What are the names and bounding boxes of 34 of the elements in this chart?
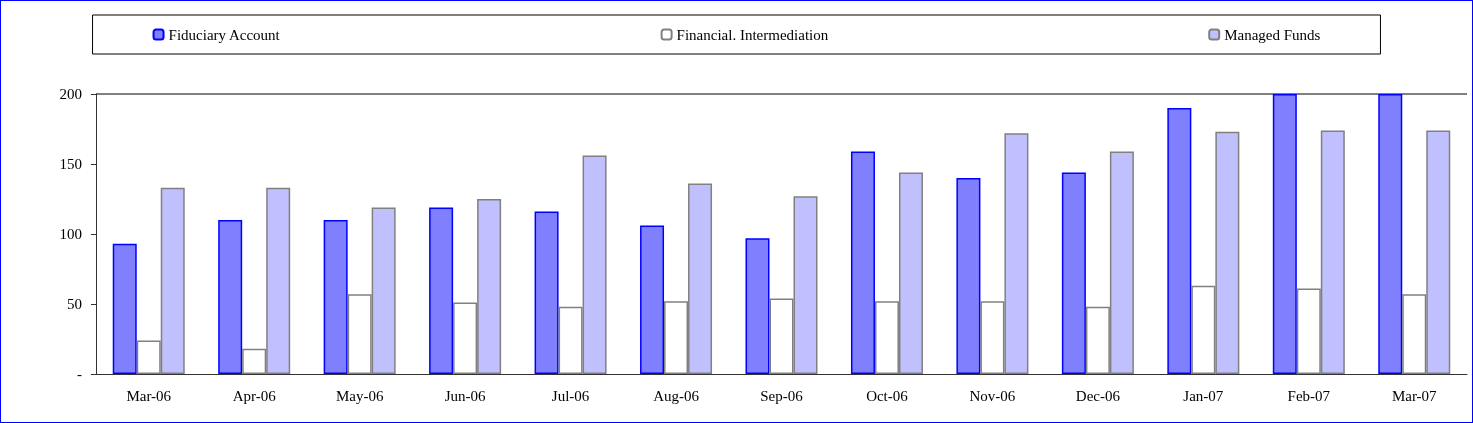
x-tick-label: Sep-06 — [760, 387, 804, 404]
bar — [429, 207, 454, 374]
bar — [534, 211, 559, 374]
y-tick-label: 50 — [67, 296, 82, 312]
x-tick-label: Dec-06 — [1075, 387, 1121, 404]
x-tick-label: Aug-06 — [653, 387, 700, 404]
x-tick-label: May-06 — [335, 387, 384, 404]
y-tick-label: 200 — [59, 86, 82, 102]
bar — [1061, 172, 1086, 374]
bar — [323, 220, 348, 374]
y-tick-label: 100 — [59, 226, 82, 242]
x-tick-label: Mar-06 — [126, 387, 172, 404]
x-tick-label: Jun-06 — [444, 387, 487, 404]
bar — [956, 178, 981, 374]
bar — [218, 220, 243, 374]
legend-label: Managed Funds — [1224, 26, 1321, 43]
bar — [1378, 94, 1403, 374]
x-tick-label: Feb-07 — [1287, 387, 1331, 404]
bar — [1272, 94, 1297, 374]
bar — [1167, 108, 1192, 374]
bar — [112, 243, 137, 374]
bar — [745, 238, 770, 374]
x-tick-label: Jan-07 — [1183, 387, 1224, 404]
x-tick-label: Nov-06 — [969, 387, 1016, 404]
y-tick-label: 150 — [59, 156, 82, 172]
x-tick-label: Oct-06 — [866, 387, 909, 404]
bar — [640, 225, 665, 374]
legend-label: Financial. Intermediation — [676, 26, 829, 43]
x-tick-label: Jul-06 — [551, 387, 590, 404]
y-tick-label: - — [77, 366, 82, 382]
legend-label: Fiduciary Account — [168, 26, 281, 43]
bar — [850, 151, 875, 374]
x-tick-label: Apr-06 — [232, 387, 277, 404]
x-tick-label: Mar-07 — [1391, 387, 1438, 404]
